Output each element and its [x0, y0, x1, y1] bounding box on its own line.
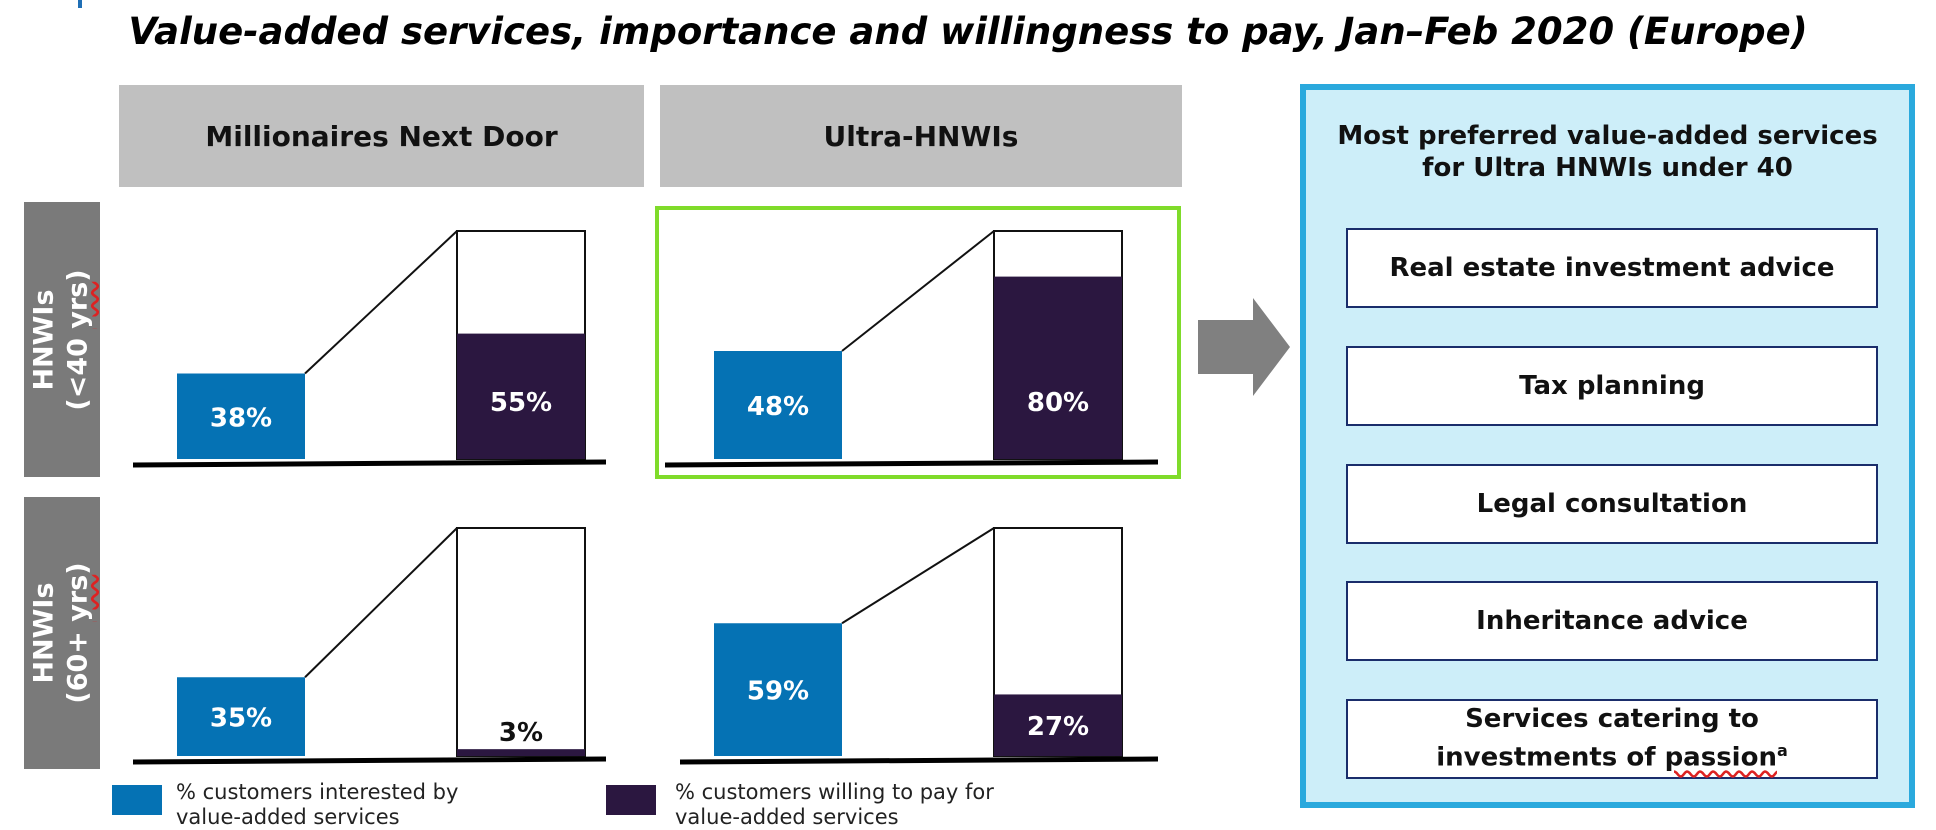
- legend-willing-line1: % customers willing to pay for: [675, 780, 994, 804]
- legend-interested-line1: % customers interested by: [176, 780, 459, 804]
- service-passion-line1: Services catering to: [1465, 704, 1759, 735]
- mnd-over60-label-willing: 3%: [499, 718, 543, 748]
- uhnwi-over60-label-willing: 27%: [1027, 712, 1089, 742]
- legend-swatch-interested: [112, 785, 162, 815]
- row-header-over-60: HNWIs (60+ yrs): [24, 497, 100, 769]
- legend-label-willing: % customers willing to pay for value-add…: [675, 780, 994, 830]
- corner-accent-mark: [78, 0, 82, 8]
- ultra-hnwis-under-40-highlight: [655, 206, 1181, 479]
- column-header-ultra-hnwis: Ultra-HNWIs: [660, 85, 1182, 187]
- column-header-millionaires-next-door: Millionaires Next Door: [119, 85, 644, 187]
- uhnwi-over60-label-interested: 59%: [747, 677, 809, 707]
- panel-title-line1: Most preferred value-added services: [1337, 121, 1878, 151]
- mnd-under40-bar-willing: [457, 333, 585, 459]
- chart-title: Value-added services, importance and wil…: [128, 10, 1808, 53]
- legend-label-interested: % customers interested by value-added se…: [176, 780, 458, 830]
- uhnwi-over60-bar-interested: [714, 623, 842, 756]
- uhnwi-under40-baseline: [664, 459, 1159, 468]
- service-passion-line2-pre: investments of: [1436, 742, 1665, 773]
- service-passion-investments: Services catering to investments of pass…: [1346, 699, 1878, 779]
- preferred-services-panel: Most preferred value-added services for …: [1300, 84, 1915, 808]
- right-arrow-icon: [1198, 298, 1290, 396]
- mnd-over60-bar-outline: [456, 527, 586, 757]
- service-legal-consultation: Legal consultation: [1346, 464, 1878, 544]
- bar-charts: 38% 55% 48% 80% 35% 3% 59% 27%: [132, 230, 1159, 765]
- panel-title-line2: for Ultra HNWIs under 40: [1422, 153, 1793, 183]
- mnd-over60-connector-line: [304, 527, 458, 678]
- uhnwi-under40-bar-willing: [994, 276, 1122, 459]
- legend-swatch-willing: [606, 785, 656, 815]
- service-passion-word: passion: [1664, 742, 1777, 773]
- mnd-over60-bar-interested: [177, 677, 305, 756]
- service-real-estate: Real estate investment advice: [1346, 228, 1878, 308]
- uhnwi-over60-connector-line: [841, 527, 995, 625]
- uhnwi-over60-bar-willing: [994, 694, 1122, 756]
- service-passion-footnote: a: [1776, 741, 1788, 761]
- mnd-over60-label-interested: 35%: [210, 704, 272, 734]
- service-inheritance-advice: Inheritance advice: [1346, 581, 1878, 661]
- mnd-under40-connector-line: [304, 230, 458, 375]
- legend-willing-line2: value-added services: [675, 805, 899, 829]
- mnd-under40-baseline: [132, 459, 607, 468]
- uhnwi-under40-bar-interested: [714, 351, 842, 459]
- legend-interested-line2: value-added services: [176, 805, 400, 829]
- uhnwi-over60-baseline: [679, 756, 1159, 765]
- row-header-under-40: HNWIs (<40 yrs): [24, 202, 100, 477]
- uhnwi-under40-label-interested: 48%: [747, 392, 809, 422]
- uhnwi-under40-label-willing: 80%: [1027, 388, 1089, 418]
- uhnwi-under40-connector-line: [841, 230, 995, 352]
- mnd-under40-label-willing: 55%: [490, 388, 552, 418]
- panel-title: Most preferred value-added services for …: [1306, 120, 1909, 184]
- service-tax-planning: Tax planning: [1346, 346, 1878, 426]
- mnd-over60-bar-willing: [457, 749, 585, 756]
- mnd-under40-bar-interested: [177, 373, 305, 459]
- mnd-under40-label-interested: 38%: [210, 403, 272, 433]
- mnd-over60-baseline: [132, 756, 607, 765]
